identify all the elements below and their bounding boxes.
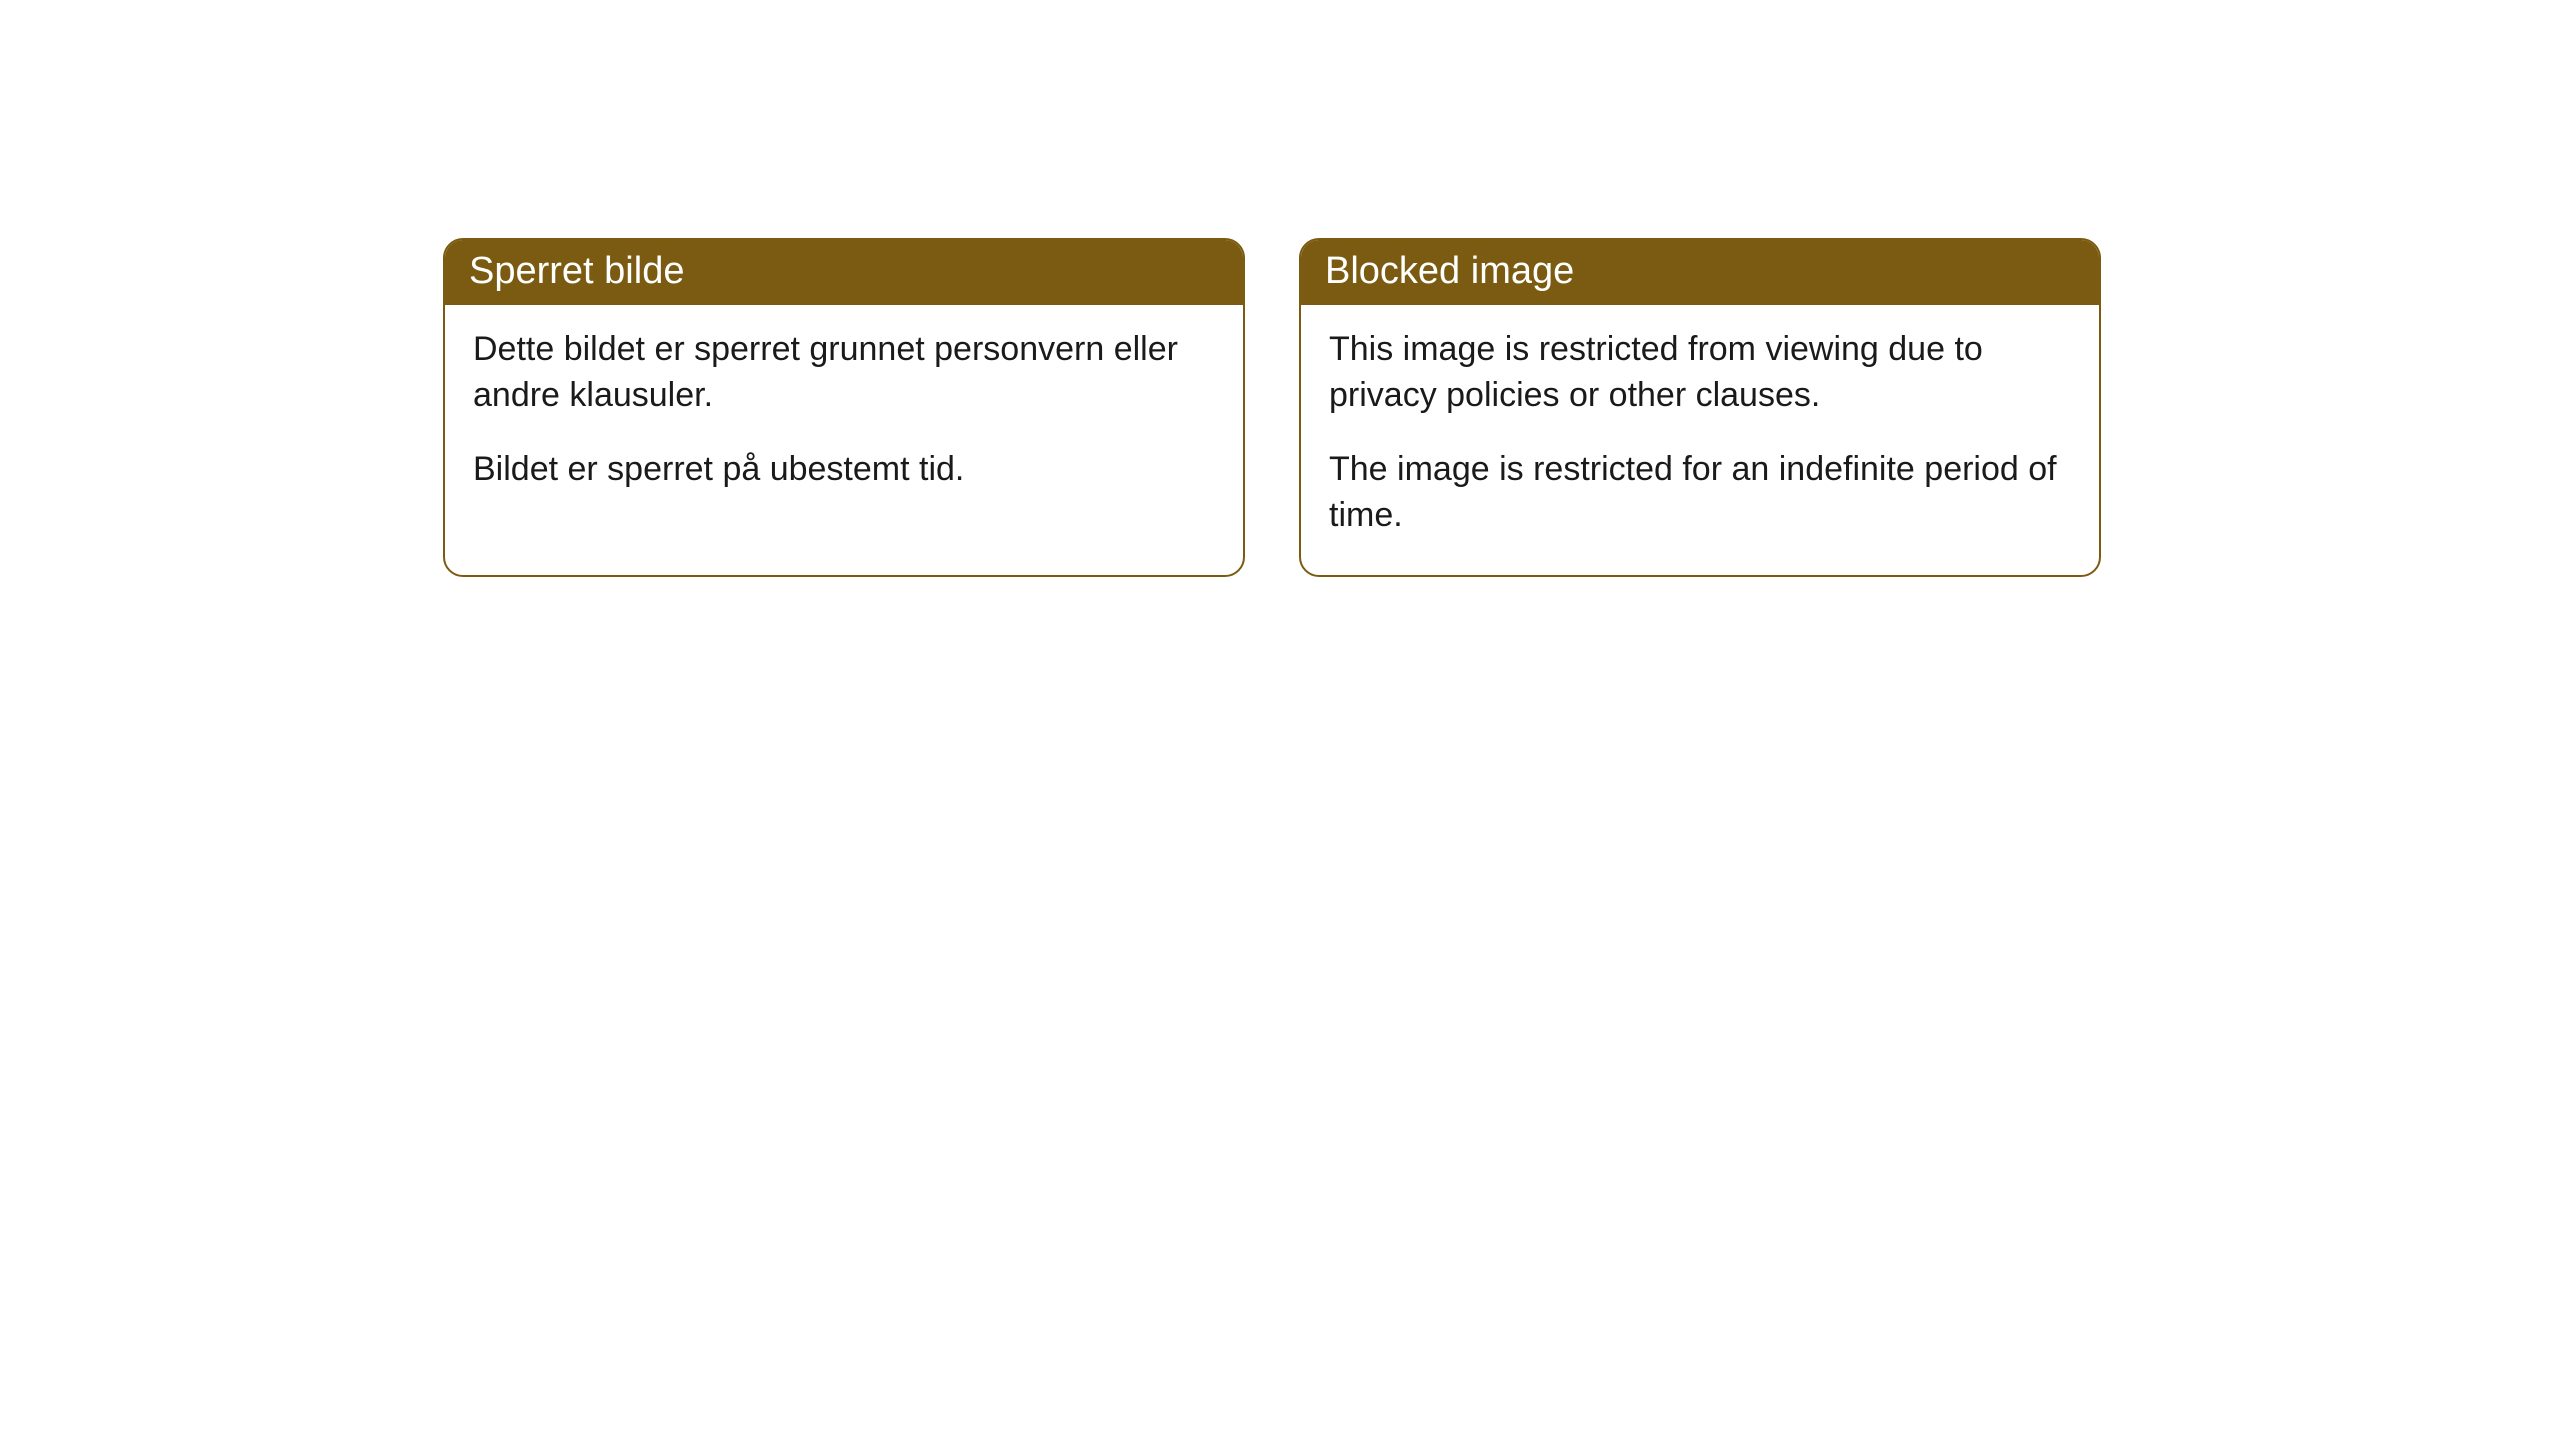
card-title: Sperret bilde bbox=[469, 250, 684, 292]
card-body: This image is restricted from viewing du… bbox=[1301, 305, 2099, 575]
card-header: Blocked image bbox=[1301, 240, 2099, 305]
card-title: Blocked image bbox=[1325, 250, 1574, 292]
card-header: Sperret bilde bbox=[445, 240, 1243, 305]
card-body: Dette bildet er sperret grunnet personve… bbox=[445, 305, 1243, 529]
blocked-image-card-norwegian: Sperret bilde Dette bildet er sperret gr… bbox=[443, 238, 1245, 577]
card-paragraph: Dette bildet er sperret grunnet personve… bbox=[473, 327, 1215, 419]
card-paragraph: The image is restricted for an indefinit… bbox=[1329, 447, 2071, 539]
card-paragraph: This image is restricted from viewing du… bbox=[1329, 327, 2071, 419]
notice-container: Sperret bilde Dette bildet er sperret gr… bbox=[0, 0, 2560, 577]
blocked-image-card-english: Blocked image This image is restricted f… bbox=[1299, 238, 2101, 577]
card-paragraph: Bildet er sperret på ubestemt tid. bbox=[473, 447, 1215, 493]
